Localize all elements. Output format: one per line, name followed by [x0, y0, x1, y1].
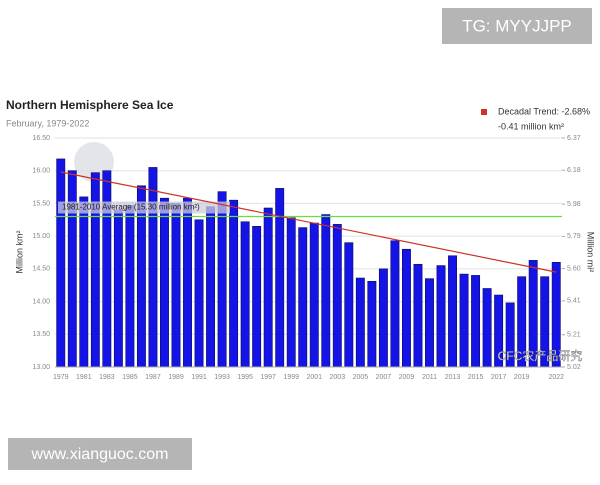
- y-axis-label: Million km²: [14, 230, 24, 273]
- x-tick-label: 2015: [468, 374, 484, 381]
- bar: [148, 167, 158, 368]
- bar: [401, 248, 411, 368]
- bar: [425, 278, 434, 368]
- watermark-box: [8, 438, 192, 470]
- y-tick-label: 14.00: [32, 298, 50, 305]
- legend-label: Decadal Trend: -2.68%: [498, 106, 590, 116]
- x-tick-label: 1991: [191, 374, 207, 381]
- bar: [378, 268, 388, 368]
- x-tick-label: 1987: [145, 374, 161, 381]
- y2-tick-label: 5.98: [567, 201, 581, 208]
- bar: [298, 227, 308, 368]
- x-tick-label: 2013: [445, 374, 461, 381]
- y2-tick-label: 6.18: [567, 167, 581, 174]
- x-tick-label: 2019: [514, 374, 530, 381]
- x-tick-label: 2001: [306, 374, 322, 381]
- x-tick-label: 2017: [491, 374, 507, 381]
- bar: [436, 265, 446, 368]
- y-tick-label: 14.50: [32, 266, 50, 273]
- average-label-bg: [58, 201, 230, 214]
- y2-tick-label: 5.79: [567, 233, 581, 240]
- x-tick-label: 1983: [99, 374, 115, 381]
- x-tick-label: 2022: [548, 374, 564, 381]
- bar: [263, 207, 273, 368]
- watermark-bottom: www.xianguoc.com: [31, 446, 169, 463]
- x-tick-label: 1985: [122, 374, 138, 381]
- y2-axis-label: Million mi²: [586, 232, 596, 273]
- bar: [344, 242, 354, 368]
- x-tick-label: 1979: [53, 374, 69, 381]
- bar: [194, 219, 204, 368]
- x-tick-label: 1999: [283, 374, 299, 381]
- bar: [229, 199, 239, 368]
- x-tick-label: 1981: [76, 374, 92, 381]
- average-label: 1981-2010 Average (15.30 million km²): [62, 203, 200, 212]
- chart-subtitle: February, 1979-2022: [6, 118, 89, 128]
- bar: [102, 170, 112, 368]
- bar: [67, 170, 77, 368]
- bar: [355, 277, 365, 368]
- y-tick-label: 13.50: [32, 331, 50, 338]
- x-tick-label: 2011: [422, 374, 437, 381]
- y2-tick-label: 5.60: [567, 265, 581, 272]
- trend-line: [60, 171, 557, 273]
- x-tick-label: 1993: [214, 374, 230, 381]
- y-tick-label: 15.00: [32, 233, 50, 240]
- y-tick-label: 15.50: [32, 200, 50, 207]
- x-tick-label: 2009: [399, 374, 415, 381]
- bar: [183, 197, 192, 368]
- bar: [390, 240, 400, 368]
- bar: [321, 214, 331, 368]
- chart-title: Northern Hemisphere Sea Ice: [6, 98, 174, 112]
- bar: [459, 273, 469, 368]
- bar: [309, 222, 319, 368]
- y2-tick-label: 5.41: [567, 298, 581, 305]
- legend-swatch: [481, 109, 487, 115]
- bar: [286, 217, 296, 368]
- bar: [171, 203, 181, 368]
- y-tick-label: 16.50: [32, 135, 50, 142]
- y-tick-label: 13.00: [32, 364, 50, 371]
- x-tick-label: 1997: [260, 374, 276, 381]
- x-tick-label: 2003: [330, 374, 346, 381]
- y2-tick-label: 5.02: [567, 364, 581, 371]
- bar: [413, 263, 423, 368]
- bar: [206, 206, 216, 368]
- x-tick-label: 2007: [376, 374, 392, 381]
- bar: [240, 221, 250, 368]
- watermark-box: [442, 8, 592, 44]
- y2-tick-label: 5.21: [567, 332, 581, 339]
- x-tick-label: 1995: [237, 374, 253, 381]
- bar: [160, 197, 169, 368]
- watermark-logo: CFC农产品研究: [498, 348, 583, 363]
- bar: [367, 280, 377, 368]
- bar: [482, 288, 492, 368]
- bar: [448, 255, 457, 368]
- x-tick-label: 2005: [353, 374, 369, 381]
- x-tick-label: 1989: [168, 374, 184, 381]
- bar: [471, 275, 481, 368]
- bar: [125, 205, 135, 368]
- y2-tick-label: 6.37: [567, 135, 581, 142]
- legend-label: -0.41 million km²: [498, 121, 564, 131]
- bar: [113, 209, 123, 368]
- bar: [217, 191, 227, 368]
- bar: [332, 224, 342, 368]
- y-tick-label: 16.00: [32, 168, 50, 175]
- watermark-top: TG: MYYJJPP: [462, 16, 572, 35]
- bar: [252, 226, 262, 368]
- bar: [56, 158, 66, 368]
- bar: [79, 196, 89, 368]
